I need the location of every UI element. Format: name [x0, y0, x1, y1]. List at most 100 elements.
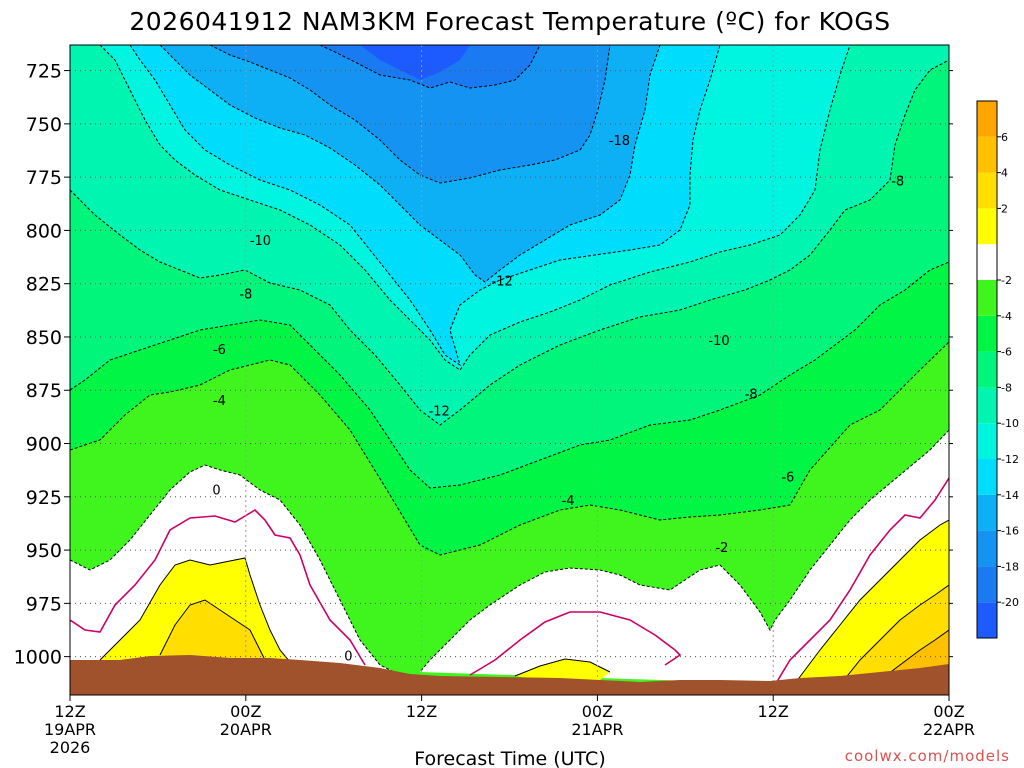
x-tick-label1: 00Z	[933, 702, 964, 721]
contour-line-zero-left	[70, 508, 366, 666]
x-tick-label3: 2026	[50, 738, 91, 757]
x-tick-label2: 21APR	[571, 720, 623, 739]
contour-label-group: -18 -10 -8 -6 -4 0 -12 -12 -10 -8 -6 -4 -2 -8 0	[212, 134, 904, 665]
contour-line-minus-18	[319, 45, 541, 89]
colorbar-tick-label: -2	[1001, 274, 1012, 287]
y-tick-label: 875	[26, 380, 62, 402]
x-axis-label: Forecast Time (UTC)	[414, 748, 605, 768]
contour-label: -6	[213, 343, 226, 358]
band-fill-4-to-6-left	[160, 600, 265, 660]
contour-line-2-left	[99, 557, 291, 663]
colorbar-segment	[977, 423, 997, 459]
credit-text: coolwx.com/models	[845, 747, 1010, 765]
colorbar-tick-label: -10	[1001, 417, 1019, 430]
terrain-ground	[70, 655, 949, 695]
plot-area: -18 -10 -8 -6 -4 0 -12 -12 -10 -8 -6 -4 -2 -8 0	[70, 45, 949, 695]
contour-line-2-center	[514, 658, 611, 677]
colorbar-segment	[977, 494, 997, 531]
colorbar-segment	[977, 280, 997, 316]
colorbar-tick-label: -12	[1001, 453, 1019, 466]
colorbar-segment	[977, 244, 997, 280]
y-tick-label: 750	[26, 114, 62, 136]
colorbar-segment	[977, 208, 997, 245]
contour-line-minus-6	[70, 261, 949, 489]
colorbar-tick-label: -20	[1001, 596, 1019, 609]
plot-frame	[69, 44, 950, 696]
colorbar-segment	[977, 566, 997, 603]
y-tick-label: 950	[26, 540, 62, 562]
colorbar-segment	[977, 351, 997, 388]
y-tick-label: 850	[26, 327, 62, 349]
contour-label: 0	[212, 483, 220, 498]
x-tick-label2: 19APR	[44, 720, 96, 739]
y-tick-label: 900	[26, 434, 62, 456]
freezing-lines	[70, 477, 949, 686]
contour-label: -2	[715, 541, 728, 556]
contour-line-zero-right	[774, 477, 949, 686]
band-fill-0-to-2-right	[420, 430, 949, 690]
colorbar-tick-label: 6	[1001, 131, 1008, 144]
colorbar-tick-label: 2	[1001, 202, 1008, 215]
contour-label: -12	[492, 275, 513, 290]
x-tick-label1: 00Z	[230, 702, 261, 721]
contour-line-minus-12	[129, 45, 721, 367]
colorbar-tick-label: 4	[1001, 167, 1008, 180]
colorbar-segment	[977, 101, 997, 137]
contour-label: -4	[213, 394, 226, 409]
contour-line-minus-2-left	[70, 464, 401, 676]
contour-line-2-right	[789, 519, 949, 691]
x-tick-label1: 12Z	[406, 702, 437, 721]
colorbar-segment	[977, 136, 997, 173]
colorbar-segment	[977, 459, 997, 495]
contour-line-6-right	[879, 629, 949, 681]
colorbar-tick-label: -16	[1001, 525, 1019, 538]
contour-line-zero-center	[469, 611, 682, 676]
x-tick-label1: 12Z	[54, 702, 85, 721]
warm-contour-lines	[99, 519, 949, 691]
contour-label: 0	[344, 650, 352, 665]
colorbar-segment	[977, 387, 997, 424]
colorbar-tick-label: -4	[1001, 310, 1012, 323]
contour-label: -12	[429, 405, 450, 420]
band-fill-2-to-4-center	[515, 659, 610, 680]
chart-title: 2026041912 NAM3KM Forecast Temperature (…	[129, 7, 890, 36]
y-axis: 725 750 775 800 825 850 875 900 925 950 975 1000	[14, 61, 953, 669]
y-tick-label: 825	[26, 274, 62, 296]
colorbar: -20 -18 -16 -14 -12 -10 -8 -6 -4 -2 2 4 6	[976, 100, 1019, 639]
contour-label: -8	[891, 174, 904, 189]
y-tick-label: 800	[26, 220, 62, 242]
contour-line-minus-10	[99, 45, 851, 371]
colorbar-tick-label: -18	[1001, 560, 1019, 573]
contour-label: -6	[781, 471, 794, 486]
y-tick-label: 925	[26, 487, 62, 509]
x-tick-label2: 20APR	[220, 720, 272, 739]
colorbar-segment	[977, 602, 997, 638]
band-fill-below-minus-20	[360, 45, 470, 80]
y-tick-label: 775	[26, 167, 62, 189]
contour-line-minus-14	[159, 45, 661, 283]
contour-label: -4	[562, 494, 575, 509]
contour-line-minus-16	[209, 45, 611, 184]
contour-line-4-left	[159, 599, 266, 661]
y-tick-label: 975	[26, 593, 62, 615]
contour-label: -10	[250, 234, 271, 249]
y-tick-label: 1000	[14, 647, 62, 669]
contour-label: -10	[708, 334, 729, 349]
contour-line-minus-4	[70, 341, 949, 556]
contour-label: -8	[745, 388, 758, 403]
colorbar-tick-label: -8	[1001, 381, 1012, 394]
colorbar-frame	[976, 100, 998, 639]
x-tick-label1: 00Z	[582, 702, 613, 721]
contour-label: -18	[609, 134, 630, 149]
colorbar-tick-label: -6	[1001, 346, 1012, 359]
grid-lines	[70, 45, 949, 695]
colorbar-segment	[977, 315, 997, 352]
x-tick-label1: 12Z	[758, 702, 789, 721]
contour-line-4-right	[839, 584, 949, 686]
contour-line-minus-8	[70, 59, 949, 426]
colorbar-segment	[977, 530, 997, 567]
colorbar-segment	[977, 172, 997, 209]
y-tick-label: 725	[26, 61, 62, 83]
